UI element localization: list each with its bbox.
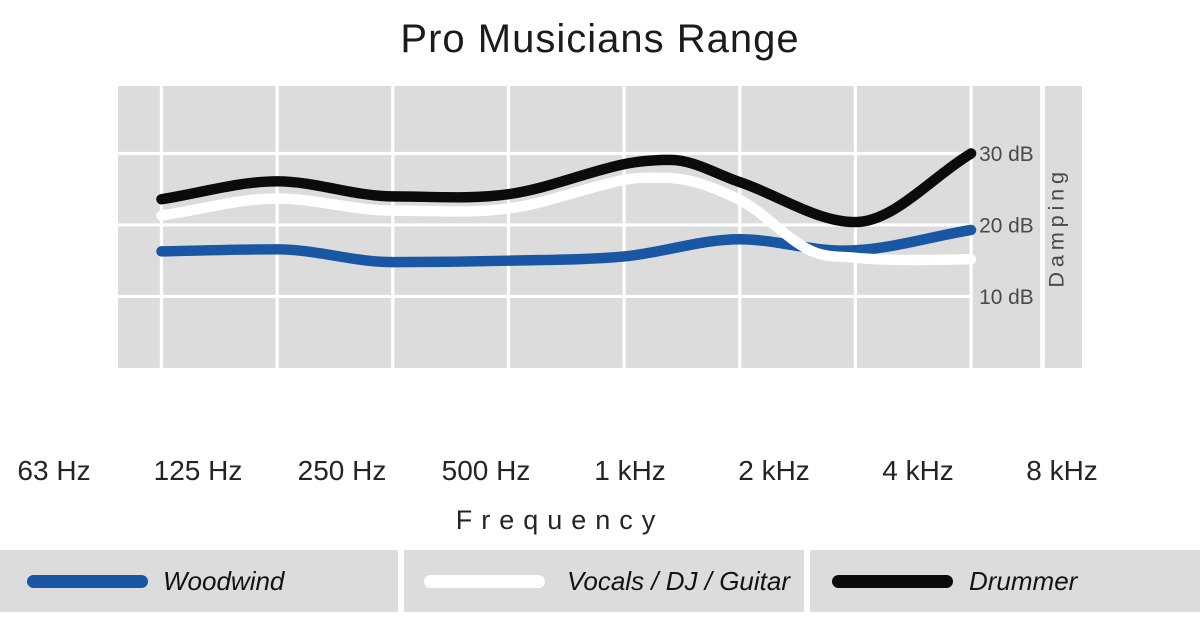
y-tick-label-30-db: 30 dB xyxy=(979,143,1034,166)
legend-item-drummer: Drummer xyxy=(832,550,1077,612)
y-axis-title: Damping xyxy=(1043,167,1068,287)
legend-item-woodwind: Woodwind xyxy=(27,550,284,612)
x-tick-label-500-hz: 500 Hz xyxy=(441,455,531,486)
legend: Woodwind Vocals / DJ / Guitar Drummer xyxy=(0,550,1200,612)
x-axis-title: Frequency xyxy=(455,505,665,535)
damping-chart: 10 dB 20 dB 30 dB Damping xyxy=(118,86,1082,368)
legend-label-drummer: Drummer xyxy=(969,565,1078,596)
x-tick-label-2-khz: 2 kHz xyxy=(738,455,810,486)
x-tick-label-4-khz: 4 kHz xyxy=(882,455,954,486)
x-tick-label-63-hz: 63 Hz xyxy=(17,455,91,486)
chart-generated: 10 dB 20 dB 30 dB xyxy=(118,86,1082,368)
legend-label-vocals-dj-guitar: Vocals / DJ / Guitar xyxy=(567,565,790,596)
series-line-drummer xyxy=(156,148,977,228)
y-tick-label-10-db: 10 dB xyxy=(979,286,1034,309)
legend-label-woodwind: Woodwind xyxy=(163,565,285,596)
legend-item-vocals-dj-guitar: Vocals / DJ / Guitar xyxy=(424,550,790,612)
x-tick-label-8-khz: 8 kHz xyxy=(1026,455,1098,486)
y-axis-band xyxy=(1044,86,1082,368)
legend-swatch-woodwind xyxy=(27,574,148,588)
legend-swatch-vocals-dj-guitar xyxy=(424,574,545,588)
series-line-woodwind xyxy=(156,224,977,268)
x-tick-label-1-khz: 1 kHz xyxy=(594,455,666,486)
page-title: Pro Musicians Range xyxy=(400,16,800,61)
y-tick-label-20-db: 20 dB xyxy=(979,215,1034,238)
x-tick-label-250-hz: 250 Hz xyxy=(297,455,387,486)
x-tick-label-125-hz: 125 Hz xyxy=(153,455,243,486)
x-axis-tick-labels: 63 Hz 125 Hz 250 Hz 500 Hz 1 kHz 2 kHz 4 kHz 8 … xyxy=(0,455,1200,486)
title-band: Pro Musicians Range xyxy=(0,0,1200,78)
series-line-vocals-dj-guitar xyxy=(156,172,977,266)
legend-divider xyxy=(398,550,404,612)
legend-divider xyxy=(804,550,810,612)
plot-background xyxy=(118,86,1041,368)
legend-swatch-drummer xyxy=(832,574,953,588)
